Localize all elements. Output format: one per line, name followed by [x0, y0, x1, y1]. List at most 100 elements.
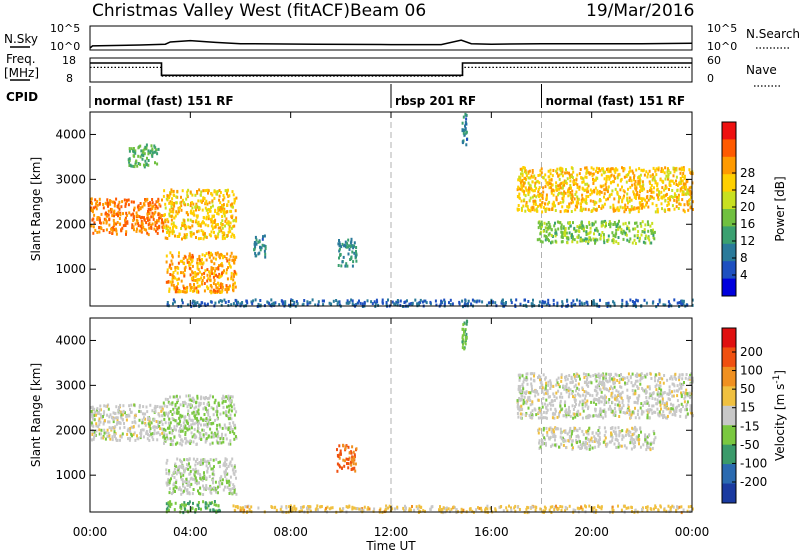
data-cell [534, 203, 537, 206]
data-cell [591, 174, 594, 178]
data-cell [167, 414, 169, 418]
data-cell [225, 410, 227, 414]
data-cell [207, 277, 210, 281]
data-cell [650, 231, 653, 235]
data-cell [204, 407, 207, 411]
data-cell [569, 414, 572, 418]
data-cell [583, 390, 586, 394]
data-cell [206, 285, 209, 289]
data-cell [209, 234, 212, 238]
data-cell [209, 458, 212, 462]
data-cell [187, 225, 190, 229]
data-cell [191, 411, 194, 415]
data-cell [552, 204, 555, 208]
data-cell [149, 151, 152, 155]
data-cell [643, 187, 645, 191]
data-cell [182, 425, 185, 429]
data-cell [655, 383, 658, 387]
data-cell [520, 206, 523, 210]
data-cell [197, 220, 200, 224]
data-cell [296, 302, 299, 306]
data-cell [171, 200, 173, 204]
data-cell [227, 410, 230, 414]
data-cell [186, 193, 189, 197]
data-cell [645, 203, 647, 207]
data-cell [598, 382, 600, 386]
data-cell [129, 408, 131, 411]
data-cell [560, 181, 563, 185]
data-cell [682, 405, 684, 408]
data-cell [211, 478, 214, 482]
data-cell [557, 187, 560, 191]
data-cell [648, 385, 651, 389]
data-cell [198, 491, 200, 495]
data-cell [559, 221, 562, 225]
data-cell [658, 387, 661, 390]
data-cell [647, 236, 650, 240]
data-cell [197, 501, 200, 504]
data-cell [206, 422, 209, 426]
data-cell [569, 381, 572, 385]
data-cell [229, 487, 232, 491]
data-cell [667, 300, 670, 304]
data-cell [190, 482, 193, 486]
data-cell [196, 394, 199, 398]
data-cell [611, 231, 614, 235]
data-cell [599, 407, 602, 411]
data-cell [662, 416, 664, 420]
data-cell [614, 381, 616, 385]
data-cell [133, 206, 136, 210]
data-cell [200, 462, 203, 466]
cpid-segment-label: normal (fast) 151 RF [94, 94, 234, 108]
data-cell [688, 391, 691, 395]
data-cell [523, 400, 526, 404]
data-cell [614, 222, 617, 226]
data-cell [196, 261, 199, 265]
data-cell [215, 490, 218, 494]
data-cell [672, 394, 675, 398]
data-cell [230, 275, 233, 279]
data-cell [569, 184, 572, 187]
data-cell [160, 419, 163, 423]
data-cell [139, 206, 142, 210]
data-cell [213, 225, 216, 229]
data-cell [594, 228, 596, 232]
data-cell [571, 189, 574, 193]
data-cell [554, 409, 557, 413]
data-cell [136, 434, 138, 438]
data-cell [545, 226, 548, 230]
data-cell [639, 179, 642, 183]
data-cell [531, 409, 534, 413]
data-cell [505, 301, 507, 304]
data-cell [153, 227, 156, 231]
data-cell [602, 376, 605, 380]
data-cell [649, 186, 652, 190]
data-cell [232, 421, 235, 425]
data-cell [577, 197, 580, 201]
data-cell [317, 303, 320, 307]
data-cell [184, 227, 187, 231]
data-cell [629, 185, 632, 189]
data-cell [211, 472, 214, 476]
data-cell [571, 176, 574, 180]
data-cell [596, 170, 599, 174]
data-cell [541, 433, 544, 437]
data-cell [141, 215, 143, 219]
data-cell [211, 204, 214, 208]
data-cell [217, 401, 220, 405]
data-cell [611, 239, 614, 243]
data-cell [154, 150, 157, 154]
data-cell [564, 171, 567, 175]
data-cell [106, 198, 109, 202]
data-cell [689, 373, 692, 377]
data-cell [531, 180, 534, 184]
data-cell [196, 471, 199, 475]
data-cell [658, 412, 661, 416]
data-cell [521, 178, 524, 182]
data-cell [543, 436, 546, 440]
data-cell [168, 287, 171, 291]
data-cell [674, 194, 677, 197]
data-cell [190, 209, 193, 213]
data-cell [203, 397, 206, 401]
data-cell [688, 198, 691, 202]
